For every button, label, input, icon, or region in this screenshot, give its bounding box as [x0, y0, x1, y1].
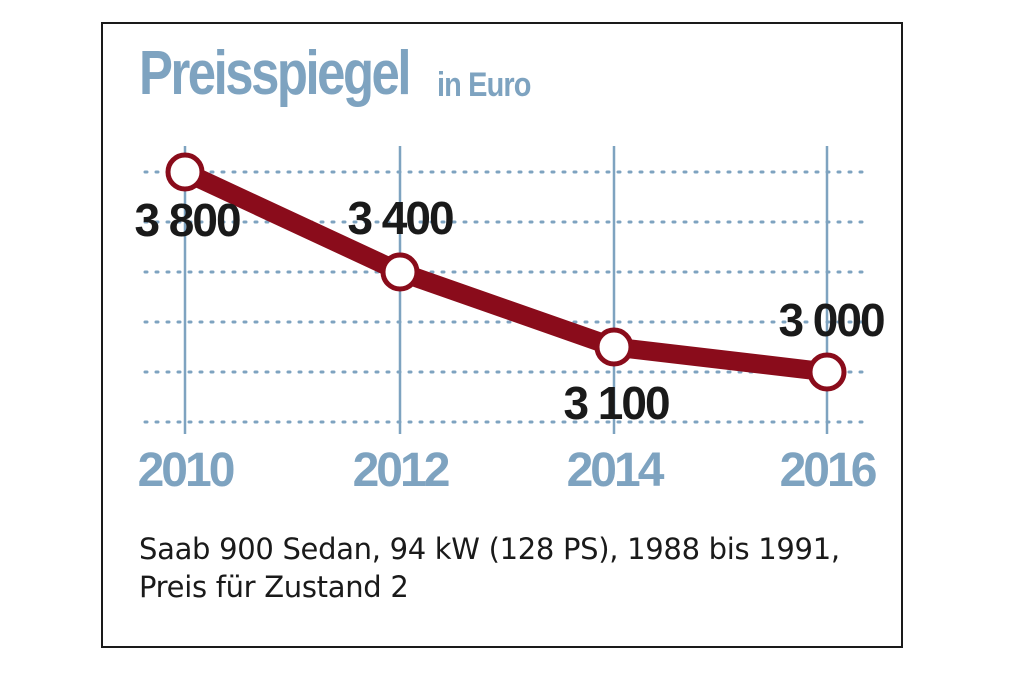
caption-line-2: Preis für Zustand 2: [139, 570, 409, 604]
chart-title-row: Preisspiegel: [139, 38, 468, 109]
line-chart: 3 800 3 400 3 100 3 000 2010 2012 2014 2016: [134, 146, 886, 497]
chart-title: Preisspiegel: [139, 39, 411, 108]
data-label: 3 100: [563, 377, 669, 429]
data-label: 3 800: [134, 194, 240, 246]
caption-line-1: Saab 900 Sedan, 94 kW (128 PS), 1988 bis…: [139, 532, 840, 566]
data-point: [380, 252, 420, 292]
x-tick-label: 2016: [780, 444, 876, 497]
data-label: 3 400: [347, 192, 453, 244]
chart-subtitle: in Euro: [437, 66, 531, 104]
chart-caption: Saab 900 Sedan, 94 kW (128 PS), 1988 bis…: [139, 530, 840, 606]
data-point: [165, 152, 205, 192]
data-label: 3 000: [778, 294, 884, 346]
chart-frame: Preisspiegel in Euro 3 800 3 400 3 100 3 00…: [101, 22, 903, 648]
x-tick-label: 2010: [138, 444, 234, 497]
data-point: [807, 352, 847, 392]
x-tick-label: 2014: [567, 444, 665, 497]
series-line: [175, 162, 837, 382]
data-point: [594, 327, 634, 367]
x-tick-label: 2012: [353, 444, 449, 497]
